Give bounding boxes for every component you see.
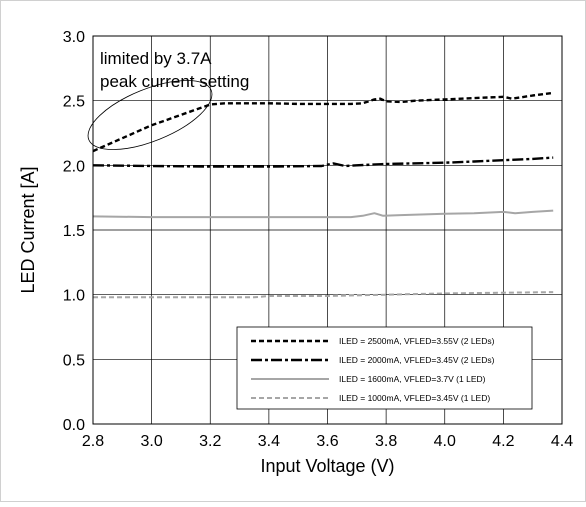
x-tick-label: 3.6 [316,433,338,450]
x-tick-label: 3.0 [141,433,163,450]
y-tick-label: 3.0 [63,29,85,46]
x-tick-label: 3.4 [258,433,280,450]
x-tick-label: 4.0 [434,433,456,450]
plot-area-frame [92,35,563,425]
x-axis-title: Input Voltage (V) [260,456,394,476]
y-tick-label: 2.5 [63,94,85,111]
y-tick-label: 0.5 [63,352,85,369]
y-tick-label: 0.0 [63,417,85,434]
tick-labels: 2.8 3.0 3.2 3.4 3.6 3.8 4.0 4.2 4.4 0.0 0.5 1.0 1.5 2… [63,29,573,450]
x-tick-label: 3.8 [375,433,397,450]
legend: ILED = 2500mA, VFLED=3.55V (2 LEDs) ILED … [236,326,533,410]
x-tick-label: 4.4 [551,433,573,450]
y-tick-label: 2.0 [63,158,85,175]
legend-label-4: ILED = 1000mA, VFLED=3.45V (1 LED) [339,393,490,403]
x-tick-label: 3.2 [199,433,221,450]
annotation-line-1: limited by 3.7A [100,49,212,68]
x-tick-label: 2.8 [82,433,104,450]
annotation-ellipse [87,80,213,150]
annotation-line-2: peak current setting [100,72,249,91]
series-line-1 [92,91,554,153]
annotation: limited by 3.7A peak current setting [87,49,249,150]
y-tick-label: 1.5 [63,223,85,240]
legend-label-3: ILED = 1600mA, VFLED=3.7V (1 LED) [339,374,486,384]
series-line-3 [92,209,554,219]
y-axis-title: LED Current [A] [18,166,38,293]
series-group [92,91,554,299]
y-tick-label: 1.0 [63,288,85,305]
legend-label-1: ILED = 2500mA, VFLED=3.55V (2 LEDs) [339,336,495,346]
x-tick-label: 4.2 [492,433,514,450]
legend-label-2: ILED = 2000mA, VFLED=3.45V (2 LEDs) [339,355,495,365]
series-line-2 [92,156,554,168]
